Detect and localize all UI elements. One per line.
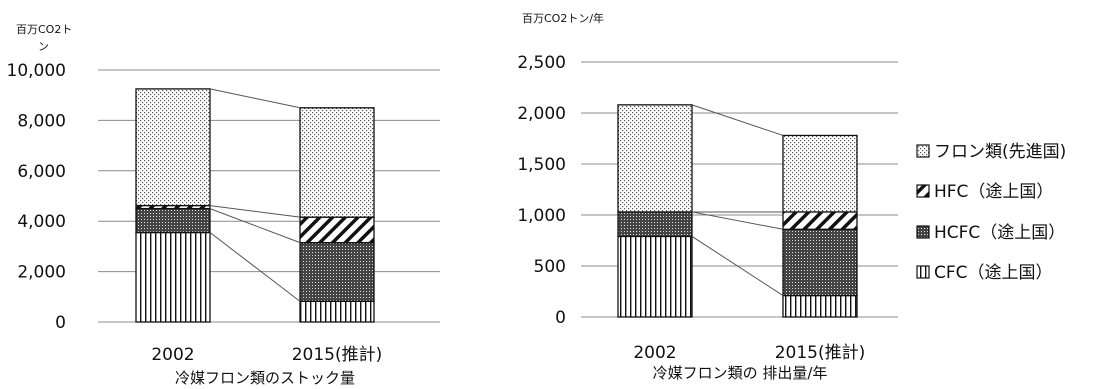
y-tick-label: 0 — [555, 308, 566, 328]
connector-line — [209, 208, 301, 244]
x-axis-title: 冷媒フロン類の 排出量/年 — [653, 364, 828, 382]
legend-swatch — [916, 184, 930, 198]
y-tick-label: 0 — [55, 313, 66, 333]
bar-segment — [782, 228, 858, 297]
x-category-label: 2002 — [633, 343, 676, 363]
y-tick-label: 4,000 — [17, 212, 66, 232]
y-tick-label: 2,500 — [517, 53, 566, 73]
y-tick-label: 500 — [534, 257, 566, 277]
bar-segment — [617, 104, 693, 213]
y-axis-unit-label: 百万CO2トン/年 — [522, 11, 604, 25]
y-axis-unit-label: 百万CO2ト — [16, 23, 72, 36]
connector-line — [209, 88, 301, 109]
bar-segment — [617, 211, 693, 238]
connector-line — [691, 236, 784, 296]
legend-label: CFC（途上国） — [934, 263, 1053, 283]
chart-2 — [581, 61, 930, 318]
legend-swatch — [916, 225, 930, 239]
y-tick-label: 2,000 — [517, 104, 566, 124]
bar-segment — [617, 235, 693, 318]
connector-line — [209, 232, 301, 302]
legend-label: HCFC（途上国） — [934, 223, 1065, 243]
connector-line — [691, 104, 784, 136]
legend-swatch — [916, 144, 930, 158]
bar-segment — [782, 294, 858, 318]
connector-line — [691, 211, 784, 230]
connector-line — [209, 205, 301, 218]
bar-segment — [135, 88, 211, 207]
legend-label: フロン類(先進国) — [934, 142, 1066, 162]
bar-segment — [299, 107, 375, 218]
bar-segment — [299, 216, 375, 244]
x-category-label: 2015(推計) — [292, 345, 383, 365]
y-tick-label: 1,500 — [517, 155, 566, 175]
bar-segment — [135, 207, 211, 234]
y-tick-label: 2,000 — [17, 263, 66, 283]
x-category-label: 2002 — [151, 345, 194, 365]
y-tick-label: 8,000 — [17, 111, 66, 131]
x-category-label: 2015(推計) — [775, 343, 866, 363]
bar-segment — [782, 134, 858, 213]
y-tick-label: 1,000 — [517, 206, 566, 226]
legend-swatch — [916, 265, 930, 279]
chart-1 — [98, 69, 440, 323]
legend-label: HFC（途上国） — [934, 182, 1053, 202]
y-tick-label: 10,000 — [7, 61, 66, 81]
bar-segment — [299, 241, 375, 302]
bar-segment — [782, 211, 858, 230]
x-axis-title: 冷媒フロン類のストック量 — [175, 369, 355, 387]
bar-segment — [135, 231, 211, 323]
bar-segment — [299, 300, 375, 323]
y-axis-unit-label: ン — [38, 40, 49, 53]
y-tick-label: 6,000 — [17, 162, 66, 182]
